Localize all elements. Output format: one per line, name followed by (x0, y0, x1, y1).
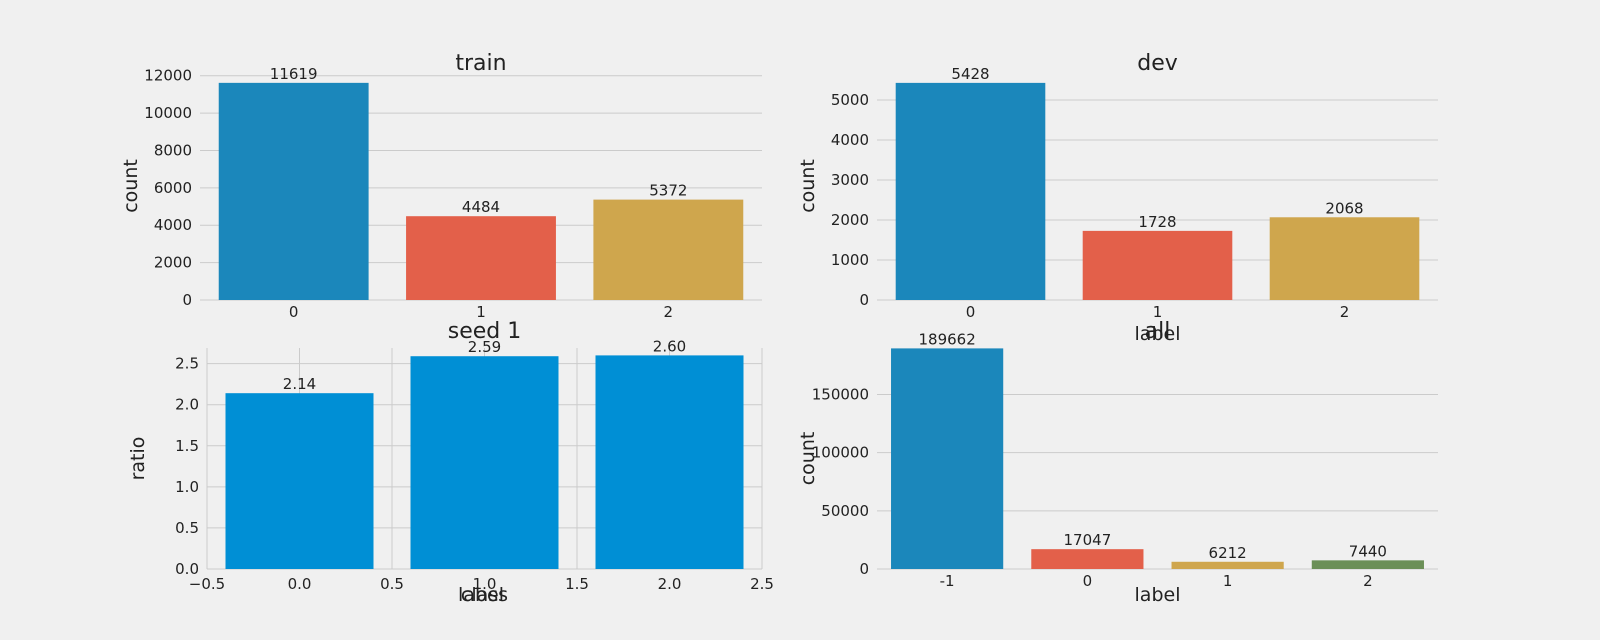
x-tick-label: 2 (1340, 303, 1350, 321)
y-tick-label: 10000 (144, 104, 192, 122)
y-tick-label: 50000 (821, 502, 869, 520)
y-tick-label: 5000 (831, 91, 869, 109)
bar (1031, 549, 1144, 569)
x-tick-label: 2 (664, 303, 674, 321)
x-tick-label: 0.5 (380, 575, 404, 593)
bar (895, 82, 1046, 300)
data-label: 2068 (1325, 199, 1363, 217)
x-axis-label: label (1135, 584, 1181, 606)
y-tick-label: 100000 (812, 444, 869, 462)
chart-train: 0 2000 4000 6000 8000 10000 12000 0 1 2 11619 4484 5… (120, 51, 762, 606)
bar (595, 355, 744, 569)
data-label: 5428 (951, 65, 989, 83)
data-label: 7440 (1349, 542, 1387, 560)
x-tick-label: 1.5 (565, 575, 589, 593)
bar (1171, 561, 1284, 569)
y-tick-label: 2000 (154, 254, 192, 272)
y-tick-label: 1.5 (175, 437, 199, 455)
y-axis-label: count (797, 432, 819, 486)
x-tick-label: 0 (966, 303, 976, 321)
y-tick-label: 8000 (154, 141, 192, 159)
y-tick-label: 12000 (144, 67, 192, 85)
chart-seed1: 0.00.51.01.52.02.5−0.5 0.0 0.5 1.0 1.5 2.0 2.5… (127, 319, 774, 606)
y-tick-label: 0.5 (175, 519, 199, 537)
chart-all: 0 50000 100000 150000 -1 0 1 2 189662 17047 6212 74… (797, 319, 1438, 606)
bar (593, 199, 744, 300)
data-label: 2.60 (653, 337, 686, 355)
bar (891, 348, 1004, 569)
x-tick-label: 1 (476, 303, 486, 321)
data-label: 17047 (1064, 531, 1112, 549)
y-axis-label: count (120, 159, 142, 213)
bar (1311, 560, 1424, 569)
data-label: 5372 (649, 182, 687, 200)
y-tick-label: 4000 (154, 216, 192, 234)
x-tick-label: 1 (1153, 303, 1163, 321)
x-axis-label: label (1135, 323, 1181, 345)
chart-title: train (455, 51, 506, 76)
x-tick-label: 2.5 (750, 575, 774, 593)
x-tick-label: −0.5 (189, 575, 225, 593)
data-label: 2.14 (283, 375, 316, 393)
chart-dev: 0 1000 2000 3000 4000 5000 0 1 2 5428 1728 2068 coun… (797, 51, 1438, 345)
y-axis-label: count (797, 159, 819, 213)
y-tick-label: 1000 (831, 251, 869, 269)
y-tick-label: 0 (859, 291, 869, 309)
y-tick-label: 3000 (831, 171, 869, 189)
y-tick-label: 0 (859, 560, 869, 578)
x-tick-label: 0 (289, 303, 299, 321)
chart-title: dev (1137, 51, 1178, 76)
y-tick-label: 4000 (831, 131, 869, 149)
x-axis-label: class (461, 584, 508, 606)
x-tick-label: 1 (1223, 572, 1233, 590)
x-tick-label: 2.0 (658, 575, 682, 593)
y-tick-label: 0 (182, 291, 192, 309)
bar (225, 393, 374, 569)
x-tick-label: 0.0 (288, 575, 312, 593)
x-tick-label: 2 (1363, 572, 1373, 590)
x-axis-label: label (458, 584, 504, 606)
y-tick-label: 150000 (812, 386, 869, 404)
y-tick-label: 2.0 (175, 396, 199, 414)
chart-title: all (1145, 319, 1171, 344)
y-tick-label: 2000 (831, 211, 869, 229)
data-label: 6212 (1209, 544, 1247, 562)
bar (406, 216, 556, 300)
bar (1269, 217, 1420, 300)
data-label: 1728 (1138, 213, 1176, 231)
x-tick-label: 0 (1083, 572, 1093, 590)
y-tick-label: 1.0 (175, 478, 199, 496)
x-tick-label: -1 (940, 572, 955, 590)
y-axis-label: ratio (127, 437, 149, 481)
chart-title: seed 1 (448, 319, 522, 344)
bar (218, 82, 369, 300)
y-tick-label: 6000 (154, 179, 192, 197)
data-label: 11619 (270, 65, 318, 83)
y-tick-label: 0.0 (175, 560, 199, 578)
bar (1082, 230, 1233, 300)
bar (410, 356, 559, 569)
y-tick-label: 2.5 (175, 355, 199, 373)
x-tick-label: 1.0 (473, 575, 497, 593)
data-label: 2.59 (468, 338, 501, 356)
data-label: 4484 (462, 198, 500, 216)
data-label: 189662 (918, 330, 975, 348)
